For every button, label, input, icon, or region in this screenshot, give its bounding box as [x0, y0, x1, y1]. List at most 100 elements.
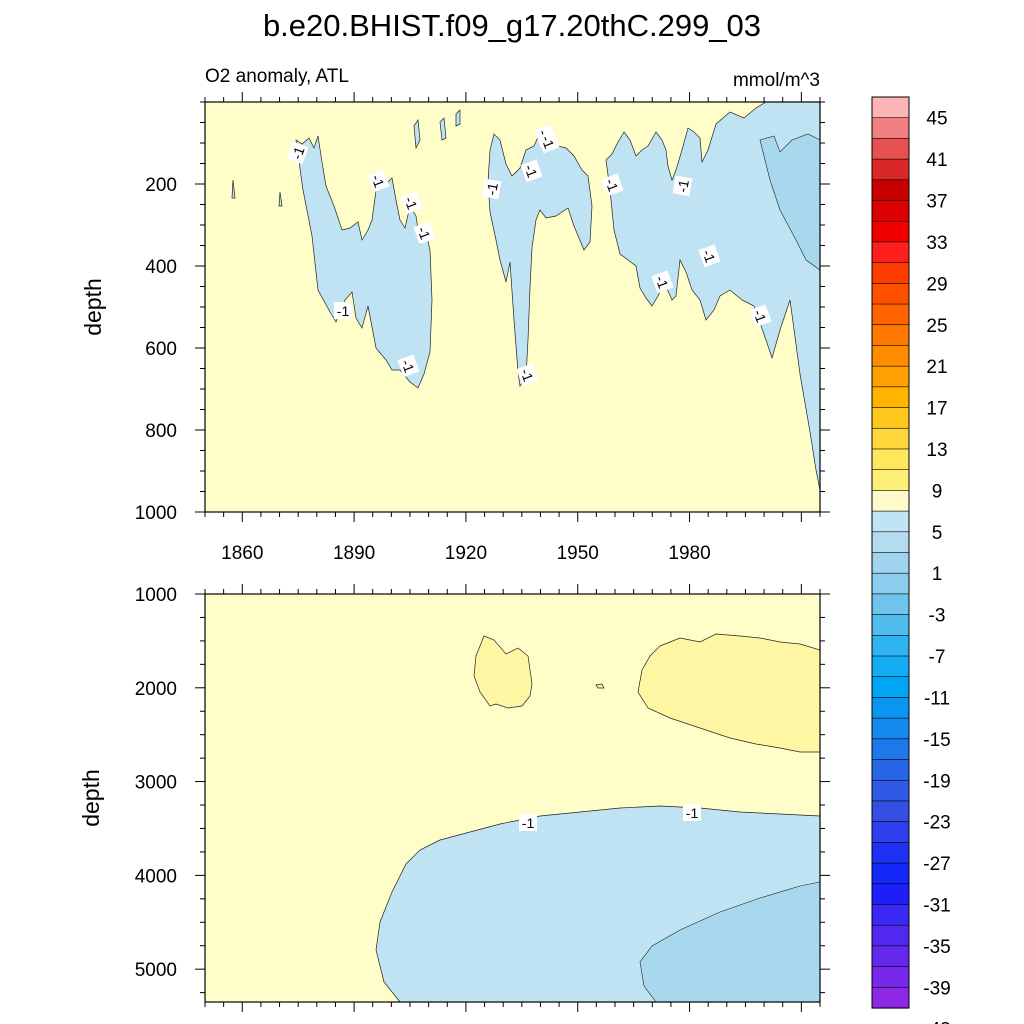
colorbar-swatch — [871, 179, 910, 202]
contour-label-text: -1 — [288, 144, 307, 161]
colorbar-label: 9 — [932, 481, 943, 502]
contour-label-box — [367, 169, 390, 193]
colorbar: 45 41 37 33 29 25 21 17 13 9 5 1 -3 -7 -11 -15 -19 -23 -27… — [871, 96, 951, 1024]
colorbar-label: -23 — [923, 813, 950, 834]
contour-label-text: -1 — [337, 303, 350, 319]
contour-label-text: -1 — [538, 133, 557, 150]
lower-panel: 1000 2000 3000 4000 5000 -1 -1 depth — [78, 584, 830, 1012]
colorbar-label: -39 — [923, 978, 950, 999]
contour-label: -1 — [537, 130, 560, 154]
contour-label-text: -1 — [686, 805, 699, 821]
contour-label: -1 — [672, 175, 693, 197]
contour-label: -1 — [698, 244, 721, 268]
contour-label-text: -1 — [674, 178, 692, 193]
contour-label-box — [537, 130, 560, 154]
colorbar-label: 37 — [926, 192, 947, 213]
y-tick-label: 200 — [145, 175, 177, 196]
colorbar-label: 21 — [926, 357, 947, 378]
y-tick-label: 400 — [145, 257, 177, 278]
contour-label-text: -1 — [602, 176, 621, 193]
x-tick-label: 1920 — [445, 543, 487, 564]
colorbar-swatch — [871, 407, 910, 429]
colorbar-swatch — [871, 283, 910, 305]
colorbar-swatch — [871, 986, 910, 1009]
colorbar-swatch — [871, 241, 910, 264]
contour-label-box — [481, 178, 502, 200]
contour-label: -1 — [286, 141, 309, 165]
upper-speck-4 — [439, 117, 447, 141]
colorbar-swatch — [871, 96, 910, 119]
colorbar-label: -35 — [923, 937, 950, 958]
contour-label-text: -1 — [414, 224, 433, 241]
upper-x-ticks — [204, 92, 821, 522]
colorbar-label: 33 — [926, 233, 947, 254]
colorbar-swatch — [871, 303, 910, 326]
colorbar-swatch — [871, 883, 910, 906]
colorbar-swatch — [871, 220, 910, 243]
colorbar-label: 25 — [926, 316, 947, 337]
colorbar-swatch — [871, 510, 910, 533]
lower-positive-speck — [595, 683, 605, 689]
contour-label-box — [286, 141, 309, 165]
contour-label-box — [651, 270, 674, 294]
colorbar-label: 41 — [926, 150, 947, 171]
colorbar-swatch — [871, 924, 910, 947]
colorbar-swatch — [871, 531, 910, 554]
colorbar-swatch — [871, 345, 910, 367]
contour-label-text: -1 — [699, 247, 718, 264]
contour-label: -1 — [367, 169, 390, 193]
colorbar-label: -7 — [929, 647, 946, 668]
x-tick-label: 1950 — [557, 543, 599, 564]
upper-speck-1 — [231, 179, 236, 199]
upper-region-1925-1935 — [487, 127, 593, 387]
colorbar-frame — [871, 96, 910, 1009]
chart-title: b.e20.BHIST.f09_g17.20thC.299_03 — [263, 8, 761, 43]
contour-label: -1 — [481, 178, 502, 200]
contour-label: -1 — [601, 173, 624, 197]
contour-label-box — [698, 244, 721, 268]
colorbar-swatch — [871, 324, 910, 347]
colorbar-swatch — [871, 427, 910, 450]
colorbar-label: 29 — [926, 274, 947, 295]
colorbar-swatch — [871, 386, 910, 409]
upper-negative-regions — [231, 101, 821, 491]
lower-x-ticks — [204, 584, 821, 1012]
colorbar-label: -3 — [929, 606, 946, 627]
upper-speck-3 — [413, 118, 421, 150]
y-tick-label: 800 — [145, 421, 177, 442]
upper-y-ticks: 200 400 600 800 1000 — [135, 101, 830, 524]
colorbar-label: 17 — [926, 399, 947, 420]
colorbar-swatch — [871, 821, 910, 843]
contour-label-text: -1 — [368, 172, 387, 189]
colorbar-swatch — [871, 945, 910, 968]
colorbar-swatch — [871, 572, 910, 595]
lower-y-ticks: 1000 2000 3000 4000 5000 — [135, 585, 830, 994]
y-tick-label: 3000 — [135, 773, 177, 794]
y-tick-label: 1000 — [135, 585, 177, 606]
colorbar-swatch — [871, 904, 910, 926]
colorbar-label: 13 — [926, 440, 947, 461]
y-tick-label: 4000 — [135, 866, 177, 887]
colorbar-swatch — [871, 676, 910, 699]
y-tick-label: 600 — [145, 339, 177, 360]
contour-label-text: -1 — [652, 273, 671, 290]
contour-label-text: -1 — [398, 357, 417, 374]
contour-label-box — [400, 191, 423, 215]
contour-label: -1 — [749, 304, 772, 328]
contour-label-box — [334, 302, 352, 319]
colorbar-swatch — [871, 738, 910, 761]
colorbar-swatch — [871, 842, 910, 864]
contour-label: -1 — [683, 804, 701, 821]
colorbar-swatch — [871, 779, 910, 802]
contour-label-text: -1 — [483, 181, 501, 196]
colorbar-label: 45 — [926, 109, 947, 130]
contour-label-box — [749, 304, 772, 328]
colorbar-label: -11 — [924, 688, 950, 709]
colorbar-swatch — [871, 593, 910, 616]
lower-positive-regions — [473, 633, 821, 753]
colorbar-swatch — [871, 469, 910, 491]
contour-label-text: -1 — [517, 366, 536, 383]
units-label: mmol/m^3 — [733, 70, 820, 91]
colorbar-swatch — [871, 490, 910, 512]
x-tick-label: 1860 — [221, 543, 263, 564]
